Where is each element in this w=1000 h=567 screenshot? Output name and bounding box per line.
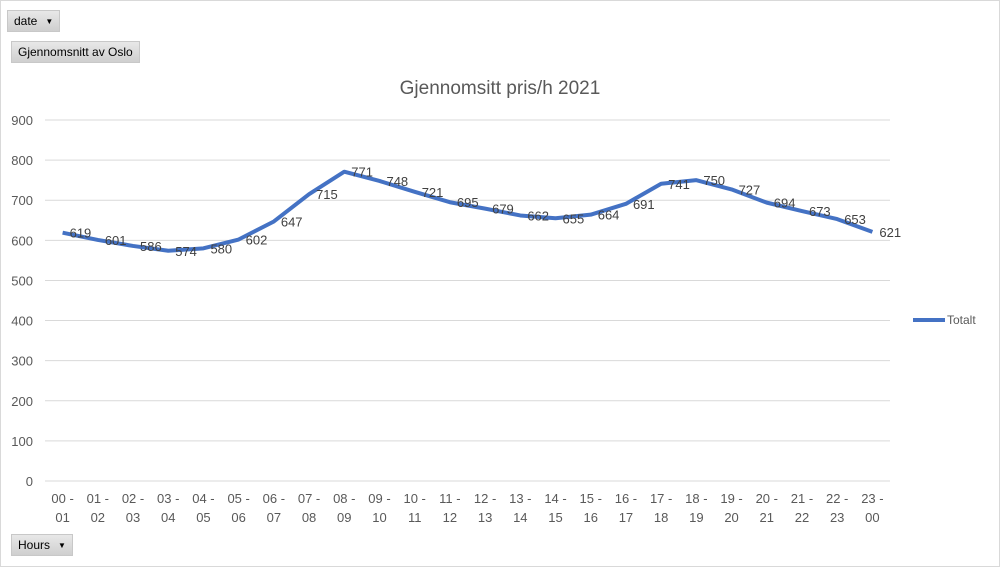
x-tick-label: 04 - <box>192 491 214 506</box>
hours-filter-button[interactable]: Hours ▼ <box>11 534 73 556</box>
x-tick-label: 07 <box>267 510 281 525</box>
x-tick-label: 08 <box>302 510 316 525</box>
x-tick-label: 20 <box>724 510 738 525</box>
data-label: 619 <box>70 226 92 241</box>
x-tick-label: 03 - <box>157 491 179 506</box>
y-tick-label: 800 <box>11 153 33 168</box>
x-tick-label: 11 <box>408 510 422 525</box>
x-tick-label: 19 - <box>720 491 742 506</box>
data-label: 601 <box>105 233 127 248</box>
x-tick-label: 06 <box>231 510 245 525</box>
x-tick-label: 00 <box>865 510 879 525</box>
x-tick-label: 21 - <box>791 491 813 506</box>
data-label: 748 <box>386 174 408 189</box>
x-tick-label: 10 <box>372 510 386 525</box>
x-tick-label: 09 <box>337 510 351 525</box>
x-tick-label: 17 <box>619 510 633 525</box>
data-label: 662 <box>527 208 549 223</box>
x-tick-label: 02 <box>91 510 105 525</box>
x-tick-label: 16 <box>583 510 597 525</box>
x-tick-label: 23 - <box>861 491 883 506</box>
data-label: 715 <box>316 187 338 202</box>
data-label: 741 <box>668 177 690 192</box>
x-tick-label: 14 - <box>544 491 566 506</box>
data-label: 750 <box>703 173 725 188</box>
x-tick-label: 22 - <box>826 491 848 506</box>
y-tick-label: 0 <box>26 474 33 489</box>
date-filter-button[interactable]: date ▼ <box>7 10 61 32</box>
y-tick-label: 500 <box>11 273 33 288</box>
x-tick-label: 07 - <box>298 491 320 506</box>
x-tick-label: 11 - <box>439 491 460 506</box>
y-tick-label: 300 <box>11 354 33 369</box>
x-tick-label: 20 - <box>756 491 778 506</box>
x-tick-label: 04 <box>161 510 175 525</box>
x-tick-label: 23 <box>830 510 844 525</box>
data-label: 647 <box>281 214 303 229</box>
y-tick-label: 100 <box>11 434 33 449</box>
x-tick-label: 18 - <box>685 491 707 506</box>
date-filter-label: date <box>14 14 38 28</box>
x-tick-label: 16 - <box>615 491 637 506</box>
y-tick-label: 400 <box>11 314 33 329</box>
data-label: 664 <box>598 208 620 223</box>
data-label: 655 <box>563 211 585 226</box>
x-tick-label: 02 - <box>122 491 144 506</box>
x-tick-label: 08 - <box>333 491 355 506</box>
series-line-totalt <box>62 169 874 253</box>
data-label: 673 <box>809 204 831 219</box>
dropdown-arrow-icon: ▼ <box>45 16 54 26</box>
data-label: 602 <box>246 233 268 248</box>
dropdown-arrow-icon: ▼ <box>58 540 66 550</box>
x-tick-label: 13 <box>478 510 492 525</box>
data-label: 727 <box>739 182 761 197</box>
x-tick-label: 18 <box>654 510 668 525</box>
x-tick-label: 10 - <box>403 491 425 506</box>
value-field-button[interactable]: Gjennomsnitt av Oslo <box>11 41 140 63</box>
data-label: 586 <box>140 239 162 254</box>
data-label: 691 <box>633 197 655 212</box>
x-tick-label: 12 - <box>474 491 496 506</box>
data-label: 679 <box>492 202 514 217</box>
x-tick-label: 19 <box>689 510 703 525</box>
y-tick-label: 600 <box>11 233 33 248</box>
x-tick-label: 01 <box>55 510 69 525</box>
y-tick-label: 200 <box>11 394 33 409</box>
y-tick-label: 900 <box>11 113 33 128</box>
data-label: 694 <box>774 196 796 211</box>
x-tick-label: 09 - <box>368 491 390 506</box>
x-tick-label: 21 <box>760 510 774 525</box>
data-label: 771 <box>351 165 373 180</box>
x-tick-label: 05 - <box>227 491 249 506</box>
x-tick-label: 03 <box>126 510 140 525</box>
x-tick-label: 01 - <box>87 491 109 506</box>
x-tick-label: 14 <box>513 510 527 525</box>
y-tick-label: 700 <box>11 193 33 208</box>
x-tick-label: 15 - <box>580 491 602 506</box>
x-tick-label: 13 - <box>509 491 531 506</box>
x-tick-label: 17 - <box>650 491 672 506</box>
x-tick-label: 22 <box>795 510 809 525</box>
data-label: 574 <box>175 244 197 259</box>
data-label: 653 <box>844 212 866 227</box>
x-tick-label: 15 <box>548 510 562 525</box>
x-tick-label: 00 - <box>51 491 73 506</box>
data-label: 580 <box>210 241 232 256</box>
hours-filter-label: Hours <box>18 538 51 552</box>
legend-label: Totalt <box>947 313 976 327</box>
data-label: 695 <box>457 195 479 210</box>
x-tick-label: 12 <box>443 510 457 525</box>
x-tick-label: 06 - <box>263 491 285 506</box>
x-tick-label: 05 <box>196 510 210 525</box>
chart-title: Gjennomsitt pris/h 2021 <box>400 78 601 99</box>
data-label: 621 <box>879 225 901 240</box>
data-label: 721 <box>422 185 444 200</box>
